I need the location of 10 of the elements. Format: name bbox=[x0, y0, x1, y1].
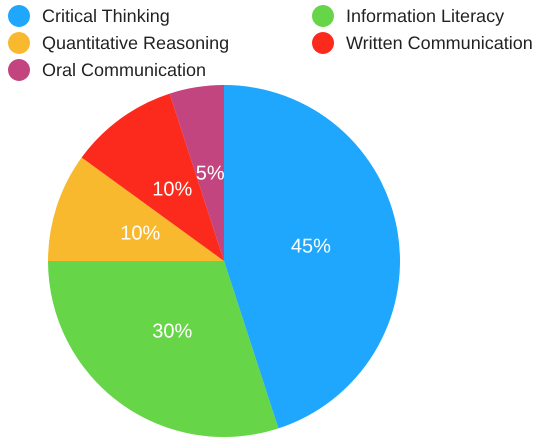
data-label: 30% bbox=[152, 320, 193, 343]
data-label: 10% bbox=[152, 178, 193, 200]
legend-label: Written Communication bbox=[346, 32, 533, 54]
legend-label: Quantitative Reasoning bbox=[42, 32, 230, 54]
legend-label: Critical Thinking bbox=[42, 6, 170, 26]
legend-label: Oral Communication bbox=[42, 60, 206, 80]
data-label: 10% bbox=[120, 222, 161, 244]
data-label: 5% bbox=[196, 162, 225, 185]
legend-label: Information Literacy bbox=[346, 6, 504, 26]
data-label: 45% bbox=[290, 236, 332, 258]
